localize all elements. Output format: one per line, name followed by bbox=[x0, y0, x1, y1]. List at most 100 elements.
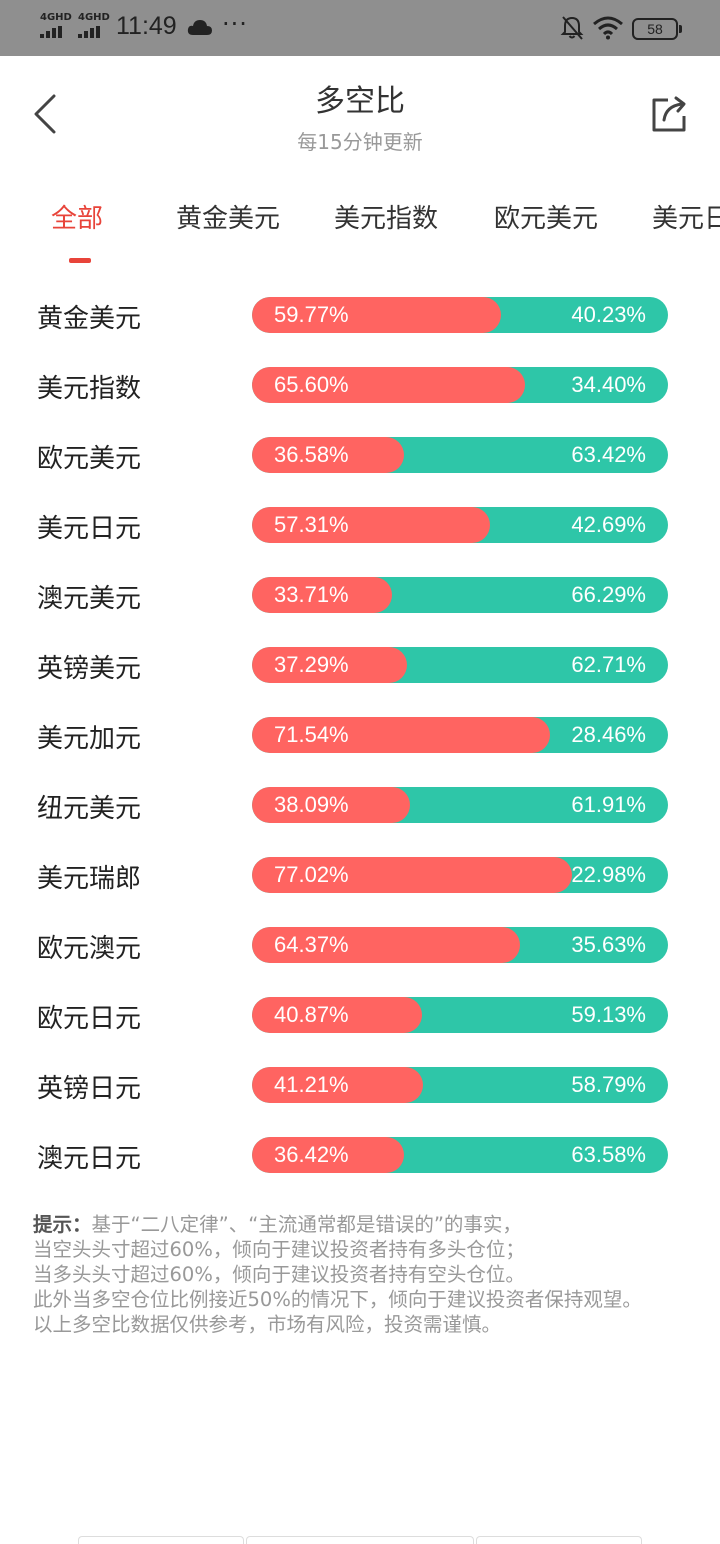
long-segment bbox=[252, 367, 525, 403]
short-percent: 40.23% bbox=[571, 302, 646, 327]
tips-lead: 提示： bbox=[33, 1213, 92, 1236]
ratio-row: 美元加元 71.54% 28.46% bbox=[0, 700, 720, 770]
tab-usd-index[interactable]: 美元指数 bbox=[334, 204, 439, 234]
long-segment bbox=[252, 857, 572, 893]
signal-icon: 4GHD bbox=[40, 12, 72, 40]
long-segment bbox=[252, 437, 404, 473]
long-percent: 57.31% bbox=[274, 512, 349, 537]
pair-name: 澳元美元 bbox=[37, 584, 142, 614]
short-percent: 42.69% bbox=[571, 512, 646, 537]
wifi-icon bbox=[593, 16, 623, 40]
clock: 11:49 bbox=[116, 12, 177, 40]
pair-name: 欧元日元 bbox=[37, 1004, 142, 1034]
tab-all[interactable]: 全部 bbox=[51, 204, 104, 234]
pair-name: 欧元美元 bbox=[37, 444, 142, 474]
battery-level: 58 bbox=[647, 21, 663, 37]
ratio-bar: 37.29% 62.71% bbox=[252, 647, 668, 683]
short-percent: 22.98% bbox=[571, 862, 646, 887]
tips-line-4: 此外当多空仓位比例接近50%的情况下，倾向于建议投资者保持观望。 bbox=[33, 1288, 642, 1311]
long-percent: 41.21% bbox=[274, 1072, 349, 1097]
ratio-bar: 57.31% 42.69% bbox=[252, 507, 668, 543]
long-percent: 37.29% bbox=[274, 652, 349, 677]
long-percent: 71.54% bbox=[274, 722, 349, 747]
tips-line-3: 当多头头寸超过60%，倾向于建议投资者持有空头仓位。 bbox=[33, 1263, 525, 1286]
short-percent: 61.91% bbox=[571, 792, 646, 817]
long-percent: 36.42% bbox=[274, 1142, 349, 1167]
ratio-row: 澳元日元 36.42% 63.58% bbox=[0, 1120, 720, 1190]
short-percent: 59.13% bbox=[571, 1002, 646, 1027]
ratio-bar: 36.58% 63.42% bbox=[252, 437, 668, 473]
pair-name: 美元加元 bbox=[37, 724, 142, 754]
long-percent: 64.37% bbox=[274, 932, 349, 957]
long-percent: 65.60% bbox=[274, 372, 349, 397]
long-percent: 59.77% bbox=[274, 302, 349, 327]
short-percent: 63.58% bbox=[571, 1142, 646, 1167]
long-segment bbox=[252, 1067, 423, 1103]
page-subtitle: 每15分钟更新 bbox=[297, 130, 423, 154]
pair-name: 黄金美元 bbox=[37, 304, 142, 334]
ratio-bar: 65.60% 34.40% bbox=[252, 367, 668, 403]
long-segment bbox=[252, 647, 407, 683]
pair-name: 欧元澳元 bbox=[37, 934, 142, 964]
long-percent: 36.58% bbox=[274, 442, 349, 467]
chevron-left-icon[interactable] bbox=[28, 90, 64, 138]
long-segment bbox=[252, 717, 550, 753]
tab-usd-jpy[interactable]: 美元日元 bbox=[652, 204, 720, 234]
ratio-row: 美元瑞郎 77.02% 22.98% bbox=[0, 840, 720, 910]
pair-name: 英镑日元 bbox=[37, 1074, 142, 1104]
ratio-row: 欧元美元 36.58% 63.42% bbox=[0, 420, 720, 490]
long-segment bbox=[252, 927, 520, 963]
short-percent: 58.79% bbox=[571, 1072, 646, 1097]
pair-name: 纽元美元 bbox=[37, 794, 142, 824]
tips-line-2: 当空头头寸超过60%，倾向于建议投资者持有多头仓位； bbox=[33, 1238, 525, 1261]
network-type: 4GHD bbox=[40, 12, 72, 23]
app-header: 多空比 每15分钟更新 bbox=[0, 56, 720, 176]
short-percent: 63.42% bbox=[571, 442, 646, 467]
ratio-bar: 64.37% 35.63% bbox=[252, 927, 668, 963]
pair-name: 美元指数 bbox=[37, 374, 142, 404]
bell-off-icon bbox=[560, 16, 584, 40]
pair-name: 美元瑞郎 bbox=[37, 864, 142, 894]
more-notifications-icon: ··· bbox=[222, 10, 248, 38]
ratio-bar: 38.09% 61.91% bbox=[252, 787, 668, 823]
ratio-bar: 59.77% 40.23% bbox=[252, 297, 668, 333]
long-segment bbox=[252, 1137, 404, 1173]
long-percent: 77.02% bbox=[274, 862, 349, 887]
weather-cloud-icon bbox=[187, 20, 212, 35]
ratio-bar: 77.02% 22.98% bbox=[252, 857, 668, 893]
tips-line-1: 基于“二八定律”、“主流通常都是错误的”的事实， bbox=[91, 1213, 522, 1236]
long-percent: 38.09% bbox=[274, 792, 349, 817]
pair-name: 澳元日元 bbox=[37, 1144, 142, 1174]
ratio-row: 纽元美元 38.09% 61.91% bbox=[0, 770, 720, 840]
long-segment bbox=[252, 997, 422, 1033]
long-segment bbox=[252, 507, 490, 543]
pair-name: 英镑美元 bbox=[37, 654, 142, 684]
long-percent: 33.71% bbox=[274, 582, 349, 607]
tips-text: 提示：基于“二八定律”、“主流通常都是错误的”的事实， 当空头头寸超过60%，倾… bbox=[33, 1212, 693, 1337]
ratio-row: 欧元澳元 64.37% 35.63% bbox=[0, 910, 720, 980]
short-percent: 34.40% bbox=[571, 372, 646, 397]
ratio-bar: 36.42% 63.58% bbox=[252, 1137, 668, 1173]
battery-icon: 58 bbox=[632, 18, 682, 40]
long-percent: 40.87% bbox=[274, 1002, 349, 1027]
ratio-row: 美元日元 57.31% 42.69% bbox=[0, 490, 720, 560]
long-segment bbox=[252, 297, 501, 333]
network-type-2: 4GHD bbox=[78, 12, 110, 23]
ratio-bar: 41.21% 58.79% bbox=[252, 1067, 668, 1103]
ratio-row: 澳元美元 33.71% 66.29% bbox=[0, 560, 720, 630]
ratio-bar: 33.71% 66.29% bbox=[252, 577, 668, 613]
tips-line-5: 以上多空比数据仅供参考，市场有风险，投资需谨慎。 bbox=[33, 1313, 502, 1336]
signal-icon-2: 4GHD bbox=[78, 12, 110, 40]
tab-gold-usd[interactable]: 黄金美元 bbox=[176, 204, 281, 234]
ratio-row: 黄金美元 59.77% 40.23% bbox=[0, 280, 720, 350]
long-segment bbox=[252, 577, 392, 613]
tab-eur-usd[interactable]: 欧元美元 bbox=[494, 204, 599, 234]
ratio-row: 英镑美元 37.29% 62.71% bbox=[0, 630, 720, 700]
share-icon[interactable] bbox=[650, 94, 690, 134]
long-segment bbox=[252, 787, 410, 823]
ratio-bar: 71.54% 28.46% bbox=[252, 717, 668, 753]
pair-name: 美元日元 bbox=[37, 514, 142, 544]
status-bar: 4GHD 4GHD 11:49 ··· 58 bbox=[0, 0, 720, 56]
page-title: 多空比 bbox=[315, 84, 405, 119]
short-percent: 62.71% bbox=[571, 652, 646, 677]
